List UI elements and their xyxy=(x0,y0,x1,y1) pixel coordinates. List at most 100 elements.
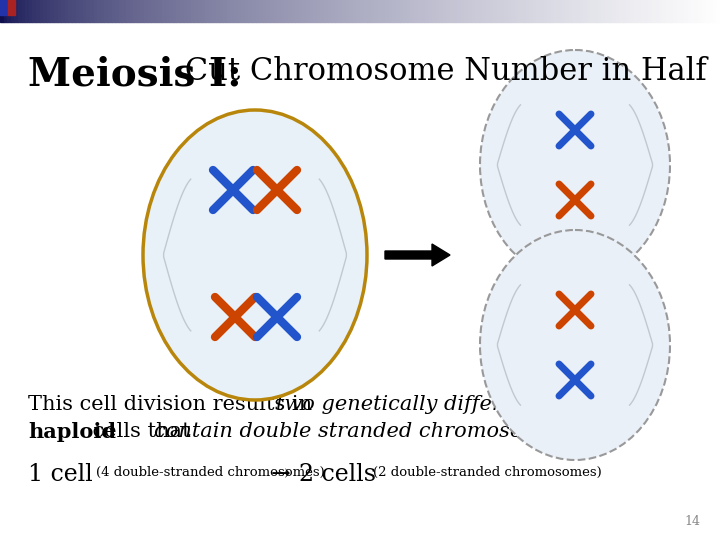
Bar xyxy=(479,0,482,22)
Bar xyxy=(475,0,479,22)
Bar xyxy=(194,0,198,22)
Bar xyxy=(443,0,446,22)
Bar xyxy=(493,0,497,22)
Bar xyxy=(180,0,184,22)
Bar xyxy=(166,0,169,22)
Bar xyxy=(209,0,212,22)
Text: 2 cells: 2 cells xyxy=(299,463,376,486)
Bar xyxy=(259,0,263,22)
Bar xyxy=(396,0,400,22)
Bar xyxy=(454,0,457,22)
Bar xyxy=(43,0,47,22)
Bar xyxy=(238,0,241,22)
Text: This cell division results in: This cell division results in xyxy=(28,395,325,414)
Bar xyxy=(317,0,320,22)
Bar xyxy=(292,0,295,22)
Bar xyxy=(418,0,421,22)
Bar xyxy=(533,0,536,22)
Bar xyxy=(7,0,11,22)
Bar xyxy=(65,0,68,22)
Bar xyxy=(230,0,234,22)
Bar xyxy=(158,0,162,22)
Bar xyxy=(482,0,486,22)
Bar xyxy=(601,0,605,22)
Bar xyxy=(605,0,608,22)
Bar xyxy=(173,0,176,22)
Bar xyxy=(169,0,173,22)
Bar xyxy=(565,0,569,22)
Bar xyxy=(126,0,130,22)
Bar xyxy=(511,0,515,22)
Bar xyxy=(522,0,526,22)
Bar xyxy=(32,0,36,22)
Bar xyxy=(8,8,15,15)
Bar xyxy=(382,0,385,22)
Bar xyxy=(450,0,454,22)
Bar xyxy=(436,0,439,22)
Bar xyxy=(338,0,342,22)
Bar xyxy=(508,0,511,22)
Bar xyxy=(544,0,547,22)
Bar xyxy=(108,0,112,22)
Bar xyxy=(245,0,248,22)
Bar xyxy=(392,0,396,22)
Bar xyxy=(490,0,493,22)
Bar xyxy=(389,0,392,22)
Bar xyxy=(198,0,202,22)
Bar xyxy=(619,0,623,22)
Bar xyxy=(518,0,522,22)
Bar xyxy=(94,0,97,22)
Bar xyxy=(4,0,7,22)
Text: (4 double-stranded chromosomes): (4 double-stranded chromosomes) xyxy=(96,466,329,479)
Bar xyxy=(234,0,238,22)
Bar xyxy=(464,0,468,22)
Bar xyxy=(295,0,299,22)
Bar xyxy=(25,0,29,22)
Bar xyxy=(47,0,50,22)
Bar xyxy=(115,0,119,22)
Bar xyxy=(414,0,418,22)
Bar xyxy=(22,0,25,22)
Bar xyxy=(83,0,86,22)
Bar xyxy=(112,0,115,22)
Bar xyxy=(526,0,529,22)
Bar xyxy=(148,0,151,22)
Bar xyxy=(641,0,644,22)
Bar xyxy=(666,0,670,22)
Bar xyxy=(371,0,374,22)
Bar xyxy=(702,0,706,22)
Bar xyxy=(18,0,22,22)
Bar xyxy=(572,0,576,22)
Bar xyxy=(652,0,655,22)
Bar xyxy=(277,0,281,22)
Bar xyxy=(306,0,310,22)
Bar xyxy=(576,0,580,22)
Bar xyxy=(68,0,72,22)
Bar xyxy=(558,0,562,22)
Text: →: → xyxy=(271,463,291,486)
Bar xyxy=(162,0,166,22)
Bar xyxy=(76,0,79,22)
Bar xyxy=(587,0,590,22)
Bar xyxy=(223,0,227,22)
Bar xyxy=(688,0,691,22)
Bar xyxy=(72,0,76,22)
Bar xyxy=(457,0,461,22)
Bar xyxy=(335,0,338,22)
Text: Cut Chromosome Number in Half: Cut Chromosome Number in Half xyxy=(175,56,706,87)
Bar xyxy=(79,0,83,22)
Bar xyxy=(0,0,4,22)
Bar xyxy=(634,0,637,22)
Bar xyxy=(313,0,317,22)
Bar xyxy=(342,0,346,22)
Bar xyxy=(554,0,558,22)
Bar xyxy=(58,0,61,22)
Bar xyxy=(216,0,220,22)
Bar xyxy=(608,0,612,22)
Bar xyxy=(713,0,716,22)
Bar xyxy=(374,0,378,22)
Bar xyxy=(331,0,335,22)
Bar xyxy=(497,0,500,22)
Bar xyxy=(428,0,432,22)
Bar xyxy=(155,0,158,22)
